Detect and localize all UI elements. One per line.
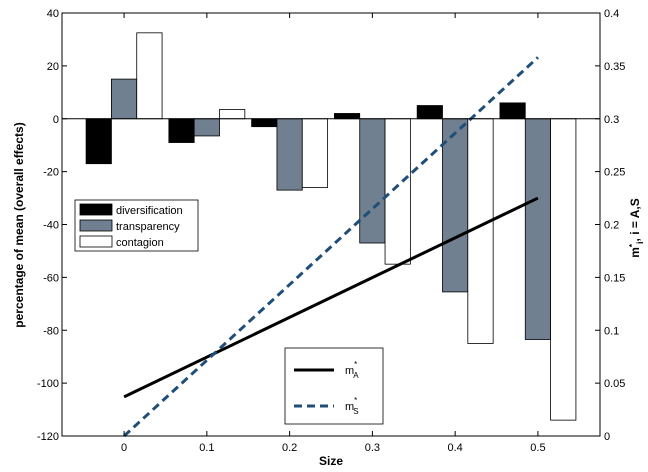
y-left-tick-label: -100: [37, 378, 59, 390]
y-right-tick-label: 0.4: [604, 8, 619, 20]
lines-layer: [123, 56, 539, 438]
x-tick-label: 0.1: [199, 442, 214, 454]
line-legend-box: [284, 347, 384, 425]
legend-label-contagion: contagion: [116, 237, 164, 249]
x-tick-label: 0: [121, 442, 127, 454]
y-axis-label-left: percentage of mean (overall effects): [12, 122, 26, 327]
ticks-layer: 0 0.1 0.2 0.3 0.4 0.5 40 20 0 -20 -40 -60 -80 -100 -12…: [37, 8, 625, 454]
y-right-tick-label: 0.15: [604, 272, 625, 284]
x-tick-label: 0.2: [282, 442, 297, 454]
y-right-tick-label: 0: [604, 431, 610, 443]
y-right-tick-label: 0.35: [604, 61, 625, 73]
y-left-tick-label: 40: [47, 8, 59, 20]
bar-contagion-0.1: [219, 109, 246, 120]
legend-label-diversification: diversification: [116, 205, 183, 217]
bar-legend: diversification transparency contagion: [74, 199, 199, 252]
y-left-tick-label: -80: [43, 325, 59, 337]
bar-diversification-0.3: [333, 113, 361, 120]
legend-label-m*_A: m* A: [345, 360, 359, 380]
line-legend: m* A m* S: [284, 347, 384, 425]
x-axis-label: Size: [319, 454, 343, 468]
y-right-tick-label: 0.25: [604, 167, 625, 179]
bar-diversification-0.4: [416, 105, 443, 120]
bars-layer: [85, 32, 577, 421]
bar-contagion-0.3: [384, 118, 411, 265]
legend-label-transparency: transparency: [116, 221, 180, 233]
y-axis-label-right: m*i, i = A,S: [628, 198, 645, 258]
legend-swatch-diversification: [79, 203, 113, 216]
legend-swatch-contagion: [79, 235, 113, 248]
bar-transparency-0.1: [193, 118, 220, 137]
y-left-tick-label: -60: [43, 272, 59, 284]
x-tick-label: 0.4: [448, 442, 463, 454]
legend-label-m*_S: m* S: [345, 396, 359, 416]
y-right-tick-label: 0.05: [604, 378, 625, 390]
y-right-tick-label: 0.2: [604, 220, 619, 232]
bar-transparency-0.4: [442, 118, 469, 293]
bar-contagion-0.5: [550, 118, 577, 421]
bar-transparency-0.3: [359, 118, 386, 244]
bar-transparency-0.5: [524, 118, 551, 340]
y-left-tick-label: -120: [37, 431, 59, 443]
y-right-tick-label: 0.1: [604, 325, 619, 337]
legend-swatch-transparency: [79, 219, 113, 232]
bar-diversification-0.2: [251, 118, 278, 128]
bar-diversification-0.5: [499, 102, 526, 120]
bar-transparency-0.2: [276, 118, 303, 191]
y-left-tick-label: 20: [47, 61, 59, 73]
y-left-tick-label: 0: [53, 114, 59, 126]
bar-transparency-0: [111, 78, 138, 120]
y-left-tick-label: -40: [43, 220, 59, 232]
bar-diversification-0.1: [168, 118, 195, 143]
bar-contagion-0: [136, 32, 163, 120]
y-right-tick-label: 0.3: [604, 114, 619, 126]
bar-diversification-0: [85, 118, 112, 165]
x-tick-label: 0.3: [365, 442, 380, 454]
line-m*_A: [123, 196, 539, 399]
x-tick-label: 0.5: [530, 442, 545, 454]
y-left-tick-label: -20: [43, 167, 59, 179]
bar-contagion-0.2: [301, 118, 329, 188]
line-m*_S: [123, 56, 539, 438]
